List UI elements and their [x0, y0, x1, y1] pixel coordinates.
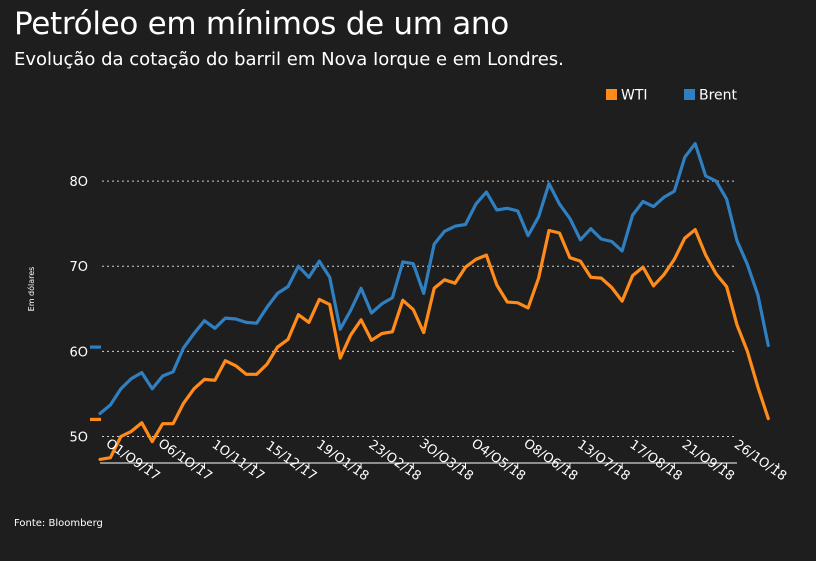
x-tick-label: 17/O8/18 — [627, 437, 685, 484]
x-tick-label: O4/O5/18 — [468, 436, 528, 484]
x-tick-label: 3O/O3/18 — [416, 436, 476, 484]
grid-lines — [102, 180, 737, 437]
y-axis-ticks: 5O 6O 7O 8O — [69, 175, 88, 445]
source-note: Fonte: Bloomberg — [14, 518, 103, 529]
brent-line — [98, 142, 770, 416]
x-tick-label: 13/O7/18 — [574, 437, 632, 484]
legend: WTI Brent — [606, 88, 738, 104]
y-tick-label: 7O — [69, 260, 88, 275]
chart-title: Petróleo em mínimos de um ano — [14, 6, 509, 42]
x-tick-label: O6/1O/17 — [155, 436, 215, 484]
wti-legend-swatch — [606, 89, 617, 100]
y-axis-label: Em dólares — [26, 267, 36, 312]
chart-subtitle: Evolução da cotação do barril em Nova Io… — [14, 49, 564, 70]
x-tick-label: O1/O9/17 — [103, 436, 163, 484]
x-tick-label: 15/12/17 — [263, 438, 319, 484]
x-tick-label: 21/O9/18 — [679, 437, 737, 484]
x-axis: O1/O9/17O6/1O/171O/11/1715/12/1719/O1/18… — [100, 436, 789, 484]
series-lines — [90, 142, 770, 461]
y-tick-label: 8O — [69, 175, 88, 190]
brent-legend-label: Brent — [699, 88, 738, 104]
x-tick-label: 23/O2/18 — [366, 437, 424, 484]
y-tick-label: 5O — [69, 430, 88, 445]
x-tick-label: 26/1O/18 — [731, 437, 789, 484]
brent-legend-swatch — [684, 89, 695, 100]
x-tick-label: 19/O1/18 — [313, 437, 371, 484]
wti-legend-label: WTI — [621, 88, 648, 104]
x-tick-label: 1O/11/17 — [209, 437, 267, 484]
y-tick-label: 6O — [69, 345, 88, 360]
wti-line — [98, 228, 770, 461]
x-tick-label: O8/O6/18 — [521, 436, 581, 484]
